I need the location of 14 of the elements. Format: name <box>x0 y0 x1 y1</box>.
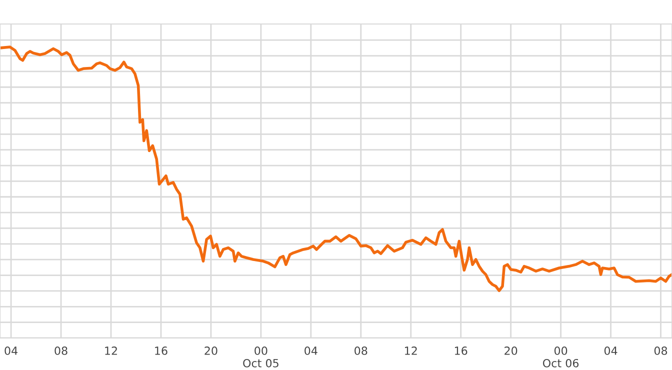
x-tick-label: 16 <box>155 346 168 355</box>
x-tick-label: 04 <box>604 346 618 355</box>
x-tick-label: 00 Oct 06 <box>542 346 579 368</box>
x-tick-label: 20 <box>504 346 518 355</box>
x-tick-label: 00 Oct 05 <box>243 346 278 368</box>
x-tick-label: 04 <box>4 346 18 355</box>
x-tick-label: 08 <box>654 346 668 355</box>
x-tick-label: 20 <box>204 346 218 355</box>
x-tick-label: 12 <box>405 346 417 355</box>
x-tick-label: 08 <box>354 346 368 355</box>
x-tick-label: 16 <box>454 346 468 355</box>
x-tick-label: 12 <box>105 346 117 355</box>
x-tick-label: 04 <box>304 346 318 355</box>
x-tick-label: 08 <box>54 346 68 355</box>
